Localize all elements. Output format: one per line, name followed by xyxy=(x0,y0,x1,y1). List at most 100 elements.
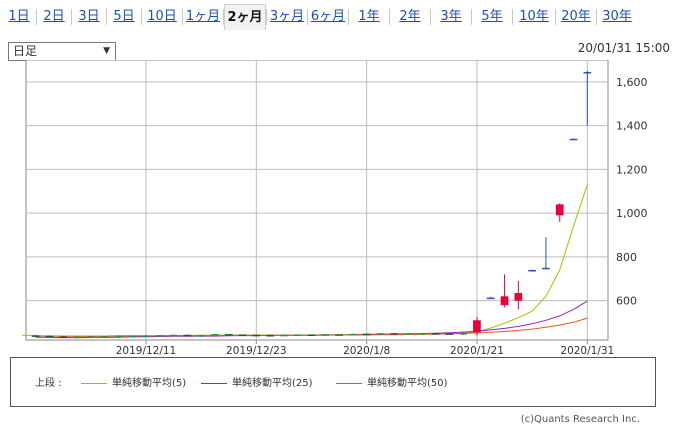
tab-separator xyxy=(106,9,107,25)
chevron-down-icon: ▼ xyxy=(103,46,110,56)
y-tick-label: 1,200 xyxy=(616,163,648,176)
tab-4[interactable]: 10日 xyxy=(147,9,177,24)
candle-body xyxy=(280,334,288,337)
x-tick-label: 2020/1/31 xyxy=(560,345,614,357)
tab-3[interactable]: 5日 xyxy=(113,9,135,24)
tab-12[interactable]: 5年 xyxy=(481,9,503,24)
tab-7[interactable]: 3ヶ月 xyxy=(269,9,305,24)
candle-body xyxy=(252,334,261,337)
candle-body xyxy=(362,333,371,336)
candle-body xyxy=(528,270,536,272)
tab-separator xyxy=(348,9,349,25)
candle-body xyxy=(211,334,219,336)
tab-separator xyxy=(182,9,183,25)
candle-body xyxy=(266,335,274,337)
candle-body xyxy=(555,204,564,216)
candlestick-chart: 600 800 1,000 1,200 1,400 1,600 2019/12/11 2019… xyxy=(21,60,648,357)
tab-6[interactable]: 2ヶ月 xyxy=(224,4,266,30)
legend-item-ma25: 単純移動平均(25) xyxy=(201,374,313,389)
candle-body xyxy=(473,320,481,333)
candle-body xyxy=(500,296,509,306)
candle-body xyxy=(459,333,467,335)
candle-body xyxy=(486,297,495,300)
candle-body xyxy=(307,334,316,336)
x-tick-label: 2019/12/11 xyxy=(116,345,177,357)
tab-separator xyxy=(307,9,308,25)
candle-period-select[interactable]: 日足 ▼ xyxy=(8,42,116,61)
legend-item-ma5: 単純移動平均(5) xyxy=(81,374,186,389)
legend-label: 上段 : xyxy=(35,378,62,389)
x-tick-label: 2019/12/23 xyxy=(226,345,287,357)
tab-separator xyxy=(512,9,513,25)
tab-separator xyxy=(141,9,142,25)
y-tick-label: 1,600 xyxy=(616,76,648,89)
x-tick-label: 2020/1/8 xyxy=(343,345,390,357)
chart-legend: 上段 : 単純移動平均(5) 単純移動平均(25) 単純移動平均(50) xyxy=(10,357,656,407)
tab-separator xyxy=(555,9,556,25)
candle-body xyxy=(293,334,302,336)
legend-text-ma50: 単純移動平均(50) xyxy=(367,378,448,389)
legend-swatch-ma25 xyxy=(201,382,227,384)
y-tick-label: 600 xyxy=(616,295,637,308)
candle-body xyxy=(404,333,412,335)
tab-0[interactable]: 1日 xyxy=(8,9,30,24)
chart-datetime: 20/01/31 15:00 xyxy=(577,41,670,55)
x-tick-label: 2020/1/21 xyxy=(450,345,504,357)
candle-body xyxy=(155,335,164,337)
candle-body xyxy=(128,335,136,338)
tab-1[interactable]: 2日 xyxy=(43,9,65,24)
tab-separator xyxy=(223,9,224,25)
tab-9[interactable]: 1年 xyxy=(358,9,380,24)
candle-body xyxy=(183,334,192,337)
y-tick-label: 800 xyxy=(616,251,637,264)
legend-swatch-ma50 xyxy=(336,382,362,384)
candle-body xyxy=(376,333,385,335)
candle-body xyxy=(349,333,357,336)
candle-body xyxy=(569,138,578,141)
candle-body xyxy=(335,334,343,336)
candle-body xyxy=(114,336,123,338)
candle-body xyxy=(142,335,150,338)
tab-2[interactable]: 3日 xyxy=(78,9,100,24)
legend-text-ma25: 単純移動平均(25) xyxy=(232,378,313,389)
candle-body xyxy=(514,293,523,301)
candle-body xyxy=(583,72,592,74)
tab-13[interactable]: 10年 xyxy=(519,9,549,24)
candle-body xyxy=(73,336,81,339)
tab-11[interactable]: 3年 xyxy=(440,9,462,24)
tab-separator xyxy=(430,9,431,25)
legend-swatch-ma5 xyxy=(81,382,107,384)
tab-8[interactable]: 6ヶ月 xyxy=(310,9,346,24)
period-tab-bar: 1日 2日 3日 5日 10日 1ヶ月 2ヶ月 3ヶ月 6ヶ月 1年 2年 3年 5年 10年 20年 30年 xyxy=(0,0,676,34)
candle-body xyxy=(542,267,550,270)
plot-frame xyxy=(25,60,609,341)
tab-10[interactable]: 2年 xyxy=(399,9,421,24)
candle-body xyxy=(224,334,233,336)
y-tick-label: 1,000 xyxy=(616,207,648,220)
legend-item-ma50: 単純移動平均(50) xyxy=(336,374,448,389)
candle-body xyxy=(418,333,426,335)
tab-separator xyxy=(71,9,72,25)
tab-separator xyxy=(266,9,267,25)
candle-body xyxy=(431,333,440,335)
y-tick-label: 1,400 xyxy=(616,120,648,133)
candle-body xyxy=(238,334,247,336)
tab-separator xyxy=(471,9,472,25)
candle-body xyxy=(100,336,109,338)
candle-body xyxy=(31,335,40,337)
candle-body xyxy=(390,333,399,335)
tab-separator xyxy=(36,9,37,25)
tab-14[interactable]: 20年 xyxy=(561,9,591,24)
candle-body xyxy=(445,333,454,335)
tab-15[interactable]: 30年 xyxy=(602,9,632,24)
candle-body xyxy=(45,335,54,338)
tab-separator xyxy=(389,9,390,25)
candle-body xyxy=(59,336,68,338)
legend-text-ma5: 単純移動平均(5) xyxy=(112,378,187,389)
copyright: (c)Quants Research Inc. xyxy=(520,414,640,425)
candle-body xyxy=(87,336,95,338)
tab-5[interactable]: 1ヶ月 xyxy=(185,9,221,24)
candle-body xyxy=(169,334,178,337)
candle-period-value: 日足 xyxy=(13,44,38,58)
tab-separator xyxy=(596,9,597,25)
